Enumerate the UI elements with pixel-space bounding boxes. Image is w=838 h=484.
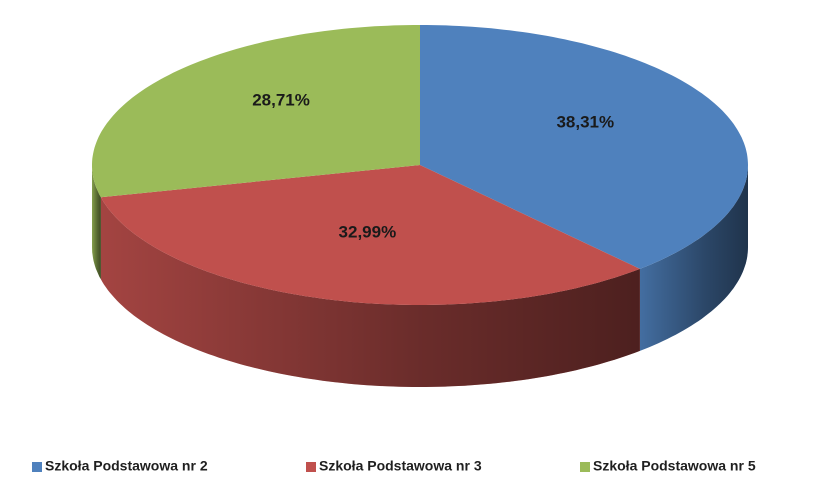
legend-label: Szkoła Podstawowa nr 2 [45,458,208,474]
legend-swatch [580,462,590,472]
pie-side-shade [92,165,101,280]
pie-slice [92,25,420,198]
data-label: 38,31% [556,112,614,131]
pie-tops [92,25,748,305]
pie-side-shade [639,165,748,351]
legend-swatch [306,462,316,472]
pie-slice [100,165,640,305]
legend-swatch [32,462,42,472]
pie-side-shade [100,197,640,387]
legend-label: Szkoła Podstawowa nr 3 [319,458,482,474]
data-label: 32,99% [339,223,397,242]
legend-label: Szkoła Podstawowa nr 5 [593,458,756,474]
data-label: 28,71% [252,90,310,109]
pie-slice [420,25,748,269]
data-labels: 38,31% 32,99% 28,71% [252,90,614,241]
pie-sides [92,165,748,387]
legend: Szkoła Podstawowa nr 2 Szkoła Podstawowa … [32,458,756,474]
